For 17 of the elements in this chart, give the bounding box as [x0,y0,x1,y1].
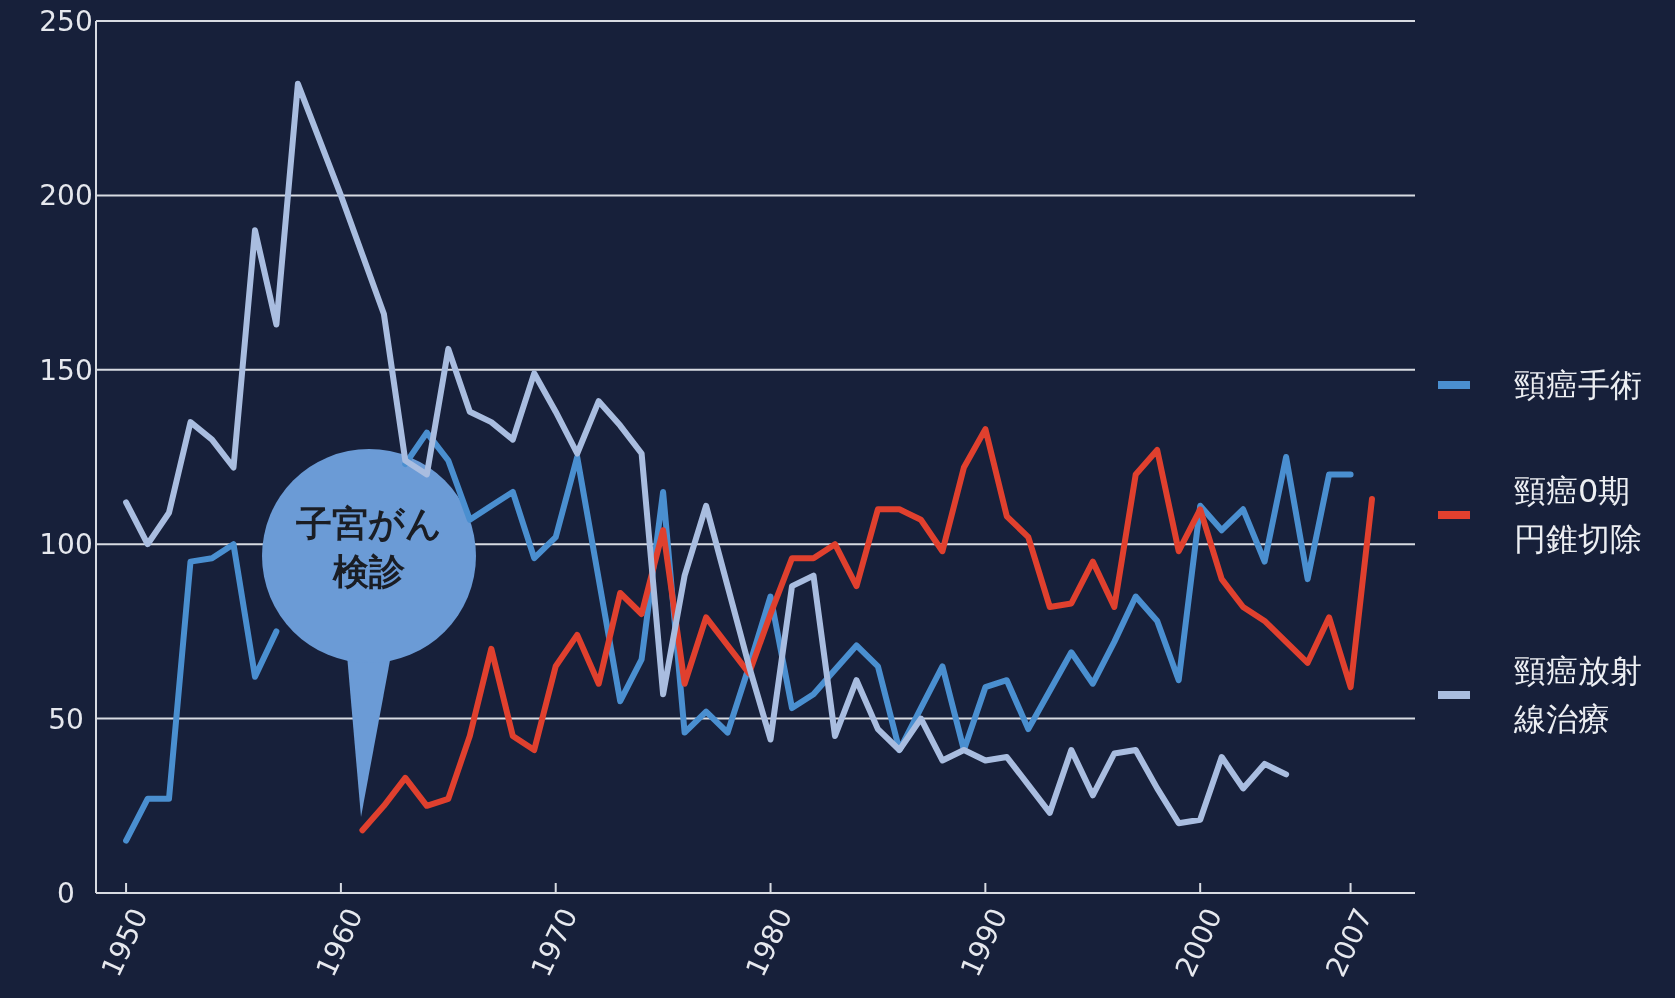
y-tick-label: 50 [48,702,84,736]
legend-label: 頸癌手術 [1514,366,1642,404]
legend-label: 頸癌放射線治療 [1513,652,1642,738]
x-tick-label: 1960 [309,903,370,982]
y-tick-label: 100 [39,528,93,562]
annotation: 子宮がん検診 [296,503,442,592]
x-tick-label: 2007 [1319,903,1380,982]
y-tick-label: 200 [39,179,93,213]
y-tick-label: 250 [39,5,93,38]
y-tick-label: 150 [39,353,93,387]
x-tick-label: 1990 [953,903,1015,982]
y-tick-label: 0 [57,877,75,910]
x-tick-label: 2000 [1168,903,1229,982]
x-tick-label: 1980 [739,903,800,982]
x-tick-label: 1950 [94,903,155,982]
x-tick-label: 1970 [524,903,585,982]
legend-label: 頸癌0期円錐切除 [1514,472,1642,558]
